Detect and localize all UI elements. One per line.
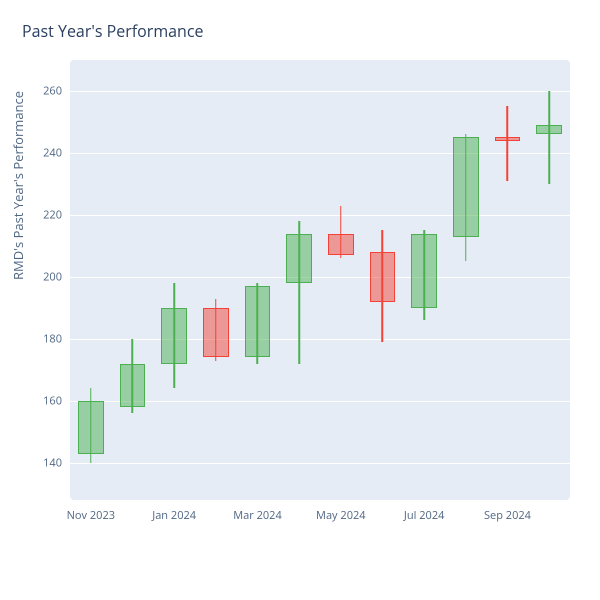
candle — [411, 60, 437, 500]
candle-body — [286, 234, 312, 284]
chart-title: Past Year's Performance — [22, 20, 204, 42]
candle-body — [411, 234, 437, 308]
candle-body — [328, 234, 354, 256]
candle — [495, 60, 521, 500]
y-tick-label: 220 — [43, 207, 62, 222]
candle-body — [78, 401, 104, 454]
candle — [536, 60, 562, 500]
candle-wick — [548, 91, 550, 184]
candle-body — [203, 308, 229, 358]
x-tick-label: Sep 2024 — [484, 508, 531, 523]
x-tick-label: May 2024 — [316, 508, 366, 523]
candle — [245, 60, 271, 500]
y-tick-label: 180 — [43, 331, 62, 346]
y-axis-title: RMD's Past Year's Performance — [9, 91, 27, 280]
y-tick-label: 160 — [43, 393, 62, 408]
candle — [78, 60, 104, 500]
candle — [328, 60, 354, 500]
candle-body — [453, 137, 479, 236]
candle-body — [495, 137, 521, 140]
candle-body — [536, 125, 562, 134]
y-tick-label: 240 — [43, 145, 62, 160]
plot-area: 140160180200220240260Nov 2023Jan 2024Mar… — [70, 60, 570, 500]
x-tick-label: Jul 2024 — [404, 508, 445, 523]
candle-body — [120, 364, 146, 407]
chart-container: Past Year's Performance RMD's Past Year'… — [0, 0, 600, 600]
candle-body — [245, 286, 271, 357]
candle — [203, 60, 229, 500]
y-tick-label: 260 — [43, 83, 62, 98]
y-tick-label: 200 — [43, 269, 62, 284]
candle — [370, 60, 396, 500]
y-tick-label: 140 — [43, 455, 62, 470]
x-tick-label: Nov 2023 — [67, 508, 115, 523]
candle — [161, 60, 187, 500]
candle-wick — [507, 106, 509, 180]
x-tick-label: Mar 2024 — [233, 508, 282, 523]
candle — [286, 60, 312, 500]
candle-body — [161, 308, 187, 364]
x-tick-label: Jan 2024 — [152, 508, 196, 523]
candle — [453, 60, 479, 500]
candle-body — [370, 252, 396, 302]
candle — [120, 60, 146, 500]
